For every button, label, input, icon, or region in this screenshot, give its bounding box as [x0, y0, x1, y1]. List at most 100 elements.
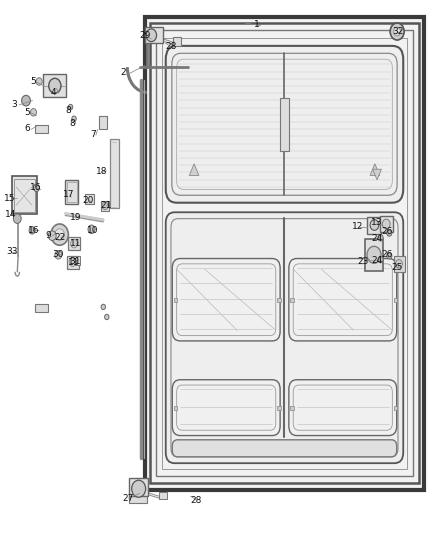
Bar — [156, 30, 413, 476]
Text: 29: 29 — [140, 31, 151, 40]
Bar — [394, 297, 397, 302]
Circle shape — [55, 229, 64, 240]
Text: 8: 8 — [70, 119, 75, 128]
Bar — [35, 304, 48, 312]
Circle shape — [382, 219, 390, 229]
Bar — [68, 237, 80, 250]
Text: 17: 17 — [63, 190, 74, 199]
FancyBboxPatch shape — [289, 379, 397, 435]
Circle shape — [101, 304, 106, 310]
Text: 15: 15 — [4, 194, 16, 203]
Text: 23: 23 — [358, 257, 369, 265]
Text: 27: 27 — [122, 494, 134, 503]
Bar — [367, 216, 381, 233]
Bar — [110, 139, 119, 208]
Bar — [130, 495, 147, 503]
Text: 1: 1 — [254, 20, 260, 29]
Circle shape — [30, 109, 36, 116]
Circle shape — [132, 480, 146, 497]
Circle shape — [146, 29, 156, 42]
FancyBboxPatch shape — [172, 259, 280, 341]
Circle shape — [102, 202, 108, 209]
Circle shape — [71, 239, 78, 248]
Circle shape — [396, 260, 403, 268]
Circle shape — [105, 314, 109, 320]
Text: 20: 20 — [83, 196, 94, 205]
Bar — [394, 256, 405, 272]
Polygon shape — [373, 169, 381, 180]
Bar — [394, 406, 397, 410]
Text: 26: 26 — [381, 251, 393, 260]
Bar — [14, 179, 35, 212]
Text: 26: 26 — [381, 228, 393, 237]
Bar — [43, 74, 66, 98]
Bar — [130, 478, 148, 496]
Text: 13: 13 — [371, 219, 382, 228]
Circle shape — [69, 258, 76, 266]
Text: 6: 6 — [25, 124, 31, 133]
Text: 24: 24 — [371, 256, 382, 264]
Text: 12: 12 — [352, 222, 364, 231]
Text: 22: 22 — [54, 233, 65, 242]
Bar — [380, 216, 393, 232]
Text: 5: 5 — [30, 77, 36, 86]
Text: 19: 19 — [70, 213, 81, 222]
Text: 11: 11 — [67, 258, 79, 266]
Text: 21: 21 — [100, 201, 112, 210]
Polygon shape — [370, 164, 380, 175]
Circle shape — [378, 235, 383, 241]
Circle shape — [13, 214, 21, 223]
Text: 28: 28 — [191, 496, 202, 505]
Circle shape — [72, 116, 76, 122]
Circle shape — [394, 27, 401, 36]
Text: 25: 25 — [392, 263, 403, 272]
Text: 16: 16 — [30, 183, 42, 192]
Text: 28: 28 — [166, 43, 177, 52]
Bar — [277, 406, 281, 410]
Bar — [67, 256, 79, 269]
Bar — [65, 180, 78, 204]
Bar — [277, 297, 281, 302]
Circle shape — [33, 184, 39, 191]
Circle shape — [49, 78, 61, 93]
Bar — [12, 176, 37, 214]
FancyBboxPatch shape — [172, 379, 280, 435]
Bar — [290, 406, 293, 410]
Circle shape — [36, 78, 42, 85]
FancyBboxPatch shape — [172, 440, 397, 457]
Bar — [162, 38, 407, 469]
Polygon shape — [189, 164, 199, 175]
Text: 2: 2 — [121, 68, 127, 77]
Circle shape — [367, 246, 381, 263]
Text: 4: 4 — [51, 87, 57, 96]
Bar — [173, 406, 177, 410]
Circle shape — [48, 231, 56, 240]
Text: 8: 8 — [65, 106, 71, 115]
Circle shape — [21, 95, 30, 106]
FancyBboxPatch shape — [166, 46, 403, 203]
Circle shape — [51, 224, 68, 245]
Bar — [159, 492, 166, 499]
Text: 5: 5 — [25, 108, 31, 117]
Text: 7: 7 — [90, 130, 96, 139]
Bar — [35, 125, 48, 133]
Text: 14: 14 — [5, 210, 17, 219]
Circle shape — [88, 225, 95, 233]
Text: 3: 3 — [12, 100, 18, 109]
Bar — [173, 297, 177, 302]
Text: 32: 32 — [393, 27, 404, 36]
FancyBboxPatch shape — [166, 212, 403, 463]
Circle shape — [68, 104, 73, 110]
Circle shape — [387, 230, 392, 236]
Bar — [85, 194, 94, 204]
Circle shape — [370, 220, 379, 230]
Text: 24: 24 — [371, 234, 382, 243]
Bar — [280, 98, 289, 151]
Bar — [150, 23, 419, 483]
Text: 10: 10 — [87, 226, 99, 235]
Bar — [290, 297, 293, 302]
Circle shape — [390, 23, 404, 40]
Circle shape — [55, 251, 62, 259]
Bar — [71, 256, 80, 265]
Text: 11: 11 — [70, 239, 81, 248]
